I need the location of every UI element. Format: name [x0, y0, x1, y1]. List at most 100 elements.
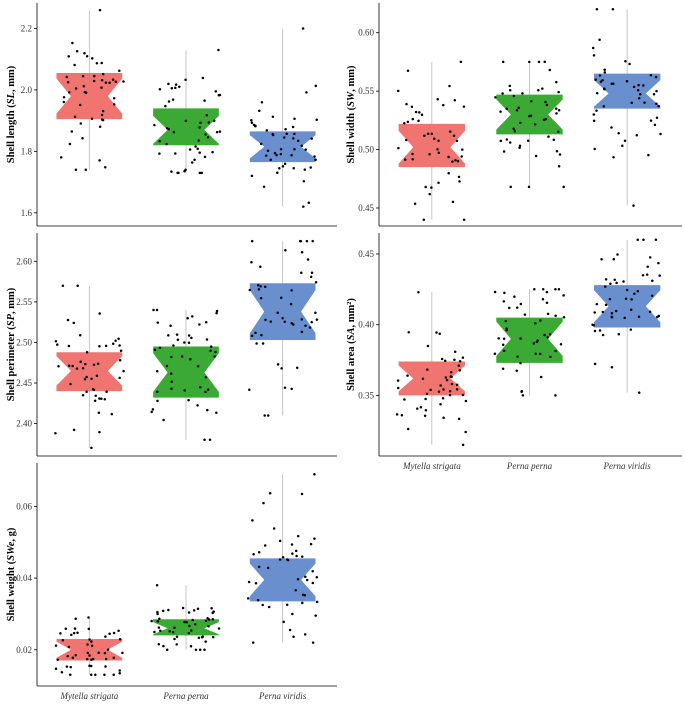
data-point [103, 673, 106, 677]
data-point [199, 121, 202, 125]
data-point [90, 377, 93, 381]
data-point [196, 404, 199, 407]
data-point [105, 390, 108, 393]
data-point [196, 365, 200, 368]
data-point [71, 41, 74, 45]
data-point [309, 542, 313, 546]
y-tick-label: 2.0 [21, 85, 33, 95]
data-point [447, 172, 450, 175]
data-point [617, 132, 620, 135]
data-point [101, 72, 105, 76]
data-point [413, 202, 417, 205]
data-point [215, 411, 218, 415]
data-point [545, 301, 549, 305]
data-point [625, 288, 629, 292]
data-point [192, 609, 196, 612]
data-point [161, 609, 165, 613]
data-point [75, 50, 79, 53]
data-point [617, 332, 621, 336]
data-point [430, 132, 434, 135]
data-point [628, 62, 631, 66]
data-point [442, 103, 445, 107]
data-point [278, 539, 282, 543]
data-point [448, 389, 452, 393]
data-point [497, 337, 500, 340]
data-point [548, 68, 552, 72]
data-point [505, 107, 508, 111]
data-point [305, 239, 309, 243]
data-point [502, 337, 506, 341]
data-point [601, 79, 604, 82]
data-point [273, 151, 277, 155]
data-point [81, 367, 85, 370]
data-point [623, 139, 627, 143]
data-point [599, 80, 603, 84]
data-point [637, 315, 641, 319]
data-point [636, 88, 640, 92]
data-point [158, 346, 162, 349]
data-point [150, 619, 153, 623]
data-point [528, 114, 531, 118]
data-point [85, 390, 88, 394]
data-point [97, 411, 101, 415]
data-point [282, 620, 285, 624]
data-point [452, 134, 456, 137]
data-point [519, 361, 522, 365]
y-axis-title: Shell area (SA, mm²) [346, 298, 357, 391]
data-point [451, 160, 454, 163]
data-point [56, 343, 59, 346]
data-point [61, 284, 65, 287]
data-point [150, 410, 153, 414]
data-point [396, 89, 400, 93]
data-point [271, 133, 275, 137]
data-point [448, 130, 452, 133]
data-point [200, 635, 204, 639]
data-point [152, 308, 155, 312]
data-point [303, 593, 307, 597]
data-point [290, 387, 293, 391]
data-point [549, 355, 552, 359]
data-point [64, 627, 68, 630]
data-point [94, 394, 97, 397]
data-point [646, 265, 649, 268]
data-point [499, 110, 502, 113]
data-point [257, 565, 261, 569]
data-point [72, 321, 76, 325]
data-point [187, 334, 191, 337]
data-point [445, 378, 449, 382]
data-point [548, 333, 552, 336]
data-point [504, 319, 508, 323]
data-point [657, 261, 660, 265]
data-point [248, 388, 251, 391]
data-point [410, 105, 414, 109]
data-point [603, 68, 606, 71]
data-point [537, 60, 541, 64]
data-point [440, 357, 444, 361]
data-point [180, 355, 184, 358]
data-point [443, 359, 447, 363]
data-point [118, 376, 121, 380]
data-point [456, 159, 460, 163]
data-point [90, 446, 93, 450]
data-point [71, 656, 75, 659]
data-point [174, 86, 177, 90]
data-point [101, 109, 105, 113]
data-point [168, 629, 171, 633]
data-point [303, 168, 307, 171]
data-point [521, 92, 524, 95]
data-point [437, 151, 441, 154]
data-point [189, 644, 193, 648]
data-point [424, 185, 427, 189]
data-point [554, 394, 557, 397]
data-point [593, 329, 597, 333]
data-point [537, 89, 540, 92]
data-point [203, 648, 206, 652]
data-point [439, 402, 442, 406]
data-point [188, 624, 191, 628]
data-point [502, 349, 506, 353]
data-point [555, 149, 559, 153]
data-point [87, 627, 91, 631]
data-point [251, 519, 254, 522]
data-point [595, 8, 599, 11]
